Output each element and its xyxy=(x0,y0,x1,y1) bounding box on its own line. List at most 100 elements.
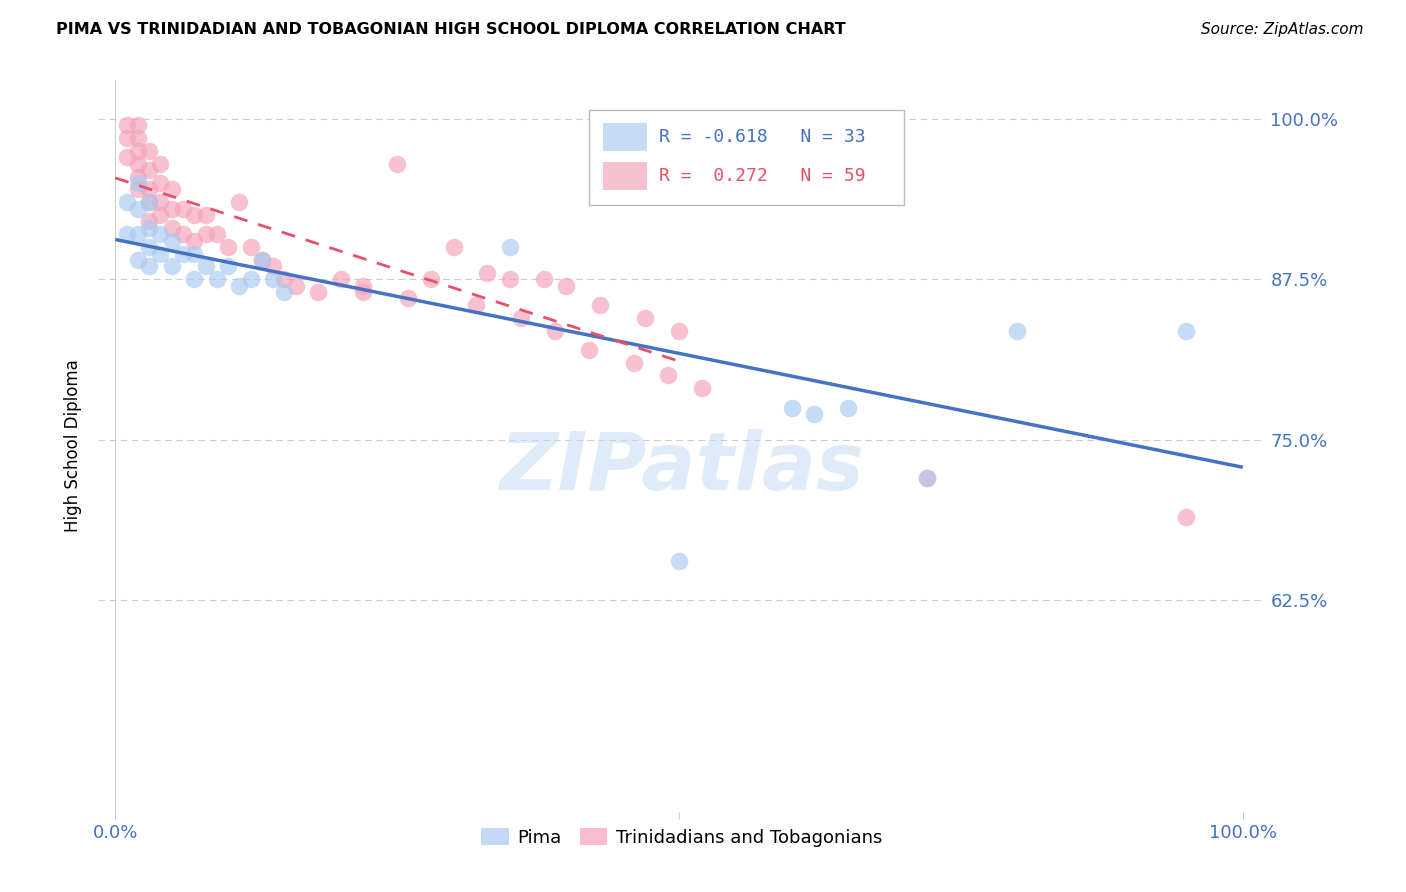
Point xyxy=(172,227,194,242)
Point xyxy=(149,176,172,190)
Point xyxy=(657,368,679,383)
Point xyxy=(387,157,409,171)
Legend: Pima, Trinidadians and Tobagonians: Pima, Trinidadians and Tobagonians xyxy=(474,822,890,854)
Point xyxy=(160,260,183,274)
Point xyxy=(239,272,262,286)
Point xyxy=(205,272,228,286)
Point xyxy=(329,272,352,286)
Text: ZIPatlas: ZIPatlas xyxy=(499,429,865,507)
Point xyxy=(127,252,149,267)
Point xyxy=(115,150,138,164)
Point xyxy=(205,227,228,242)
Point xyxy=(149,227,172,242)
Point xyxy=(149,208,172,222)
Point xyxy=(668,324,690,338)
Point xyxy=(127,176,149,190)
Point xyxy=(228,278,250,293)
Y-axis label: High School Diploma: High School Diploma xyxy=(65,359,83,533)
Text: R = -0.618   N = 33: R = -0.618 N = 33 xyxy=(658,128,865,146)
Point xyxy=(250,252,273,267)
Point xyxy=(127,202,149,216)
Point xyxy=(668,554,690,568)
Point xyxy=(477,266,499,280)
Point xyxy=(284,278,307,293)
Point xyxy=(352,285,374,299)
Point xyxy=(544,324,567,338)
Point xyxy=(160,234,183,248)
Point xyxy=(589,298,612,312)
Point xyxy=(690,381,713,395)
Point xyxy=(127,131,149,145)
Point xyxy=(127,144,149,158)
Point xyxy=(127,227,149,242)
Point xyxy=(352,278,374,293)
Point xyxy=(510,310,533,325)
Point xyxy=(160,220,183,235)
Point xyxy=(160,202,183,216)
Point xyxy=(239,240,262,254)
Point xyxy=(115,118,138,132)
Point xyxy=(115,131,138,145)
Point xyxy=(1007,324,1029,338)
Point xyxy=(533,272,555,286)
Point xyxy=(499,272,522,286)
Point xyxy=(149,195,172,210)
Point xyxy=(127,169,149,184)
Point xyxy=(138,195,160,210)
Point xyxy=(172,202,194,216)
Point xyxy=(262,260,284,274)
Text: PIMA VS TRINIDADIAN AND TOBAGONIAN HIGH SCHOOL DIPLOMA CORRELATION CHART: PIMA VS TRINIDADIAN AND TOBAGONIAN HIGH … xyxy=(56,22,846,37)
Point xyxy=(443,240,465,254)
Point xyxy=(915,471,938,485)
FancyBboxPatch shape xyxy=(589,110,904,204)
Point xyxy=(217,260,239,274)
Point xyxy=(837,401,859,415)
Point xyxy=(803,407,825,421)
Point xyxy=(555,278,578,293)
Point xyxy=(183,208,205,222)
Point xyxy=(115,227,138,242)
Point xyxy=(273,285,295,299)
Point xyxy=(194,260,217,274)
Point xyxy=(172,246,194,260)
FancyBboxPatch shape xyxy=(603,161,647,190)
Text: Source: ZipAtlas.com: Source: ZipAtlas.com xyxy=(1201,22,1364,37)
Point xyxy=(149,246,172,260)
Point xyxy=(127,182,149,196)
Point xyxy=(623,355,645,369)
Point xyxy=(138,163,160,178)
Point xyxy=(183,234,205,248)
Point xyxy=(138,214,160,228)
Point xyxy=(499,240,522,254)
Point xyxy=(915,471,938,485)
Point xyxy=(578,343,600,357)
Point xyxy=(149,157,172,171)
Point xyxy=(127,157,149,171)
Point xyxy=(160,182,183,196)
Point xyxy=(634,310,657,325)
Point xyxy=(398,292,420,306)
Point xyxy=(465,298,488,312)
Point xyxy=(217,240,239,254)
Point xyxy=(250,252,273,267)
Point xyxy=(183,246,205,260)
Point xyxy=(183,272,205,286)
Point xyxy=(1175,509,1198,524)
Point xyxy=(138,220,160,235)
Point xyxy=(262,272,284,286)
Point xyxy=(194,227,217,242)
Point xyxy=(273,272,295,286)
Point xyxy=(228,195,250,210)
Point xyxy=(194,208,217,222)
Point xyxy=(420,272,443,286)
Point xyxy=(115,195,138,210)
Point xyxy=(127,118,149,132)
Text: R =  0.272   N = 59: R = 0.272 N = 59 xyxy=(658,167,865,186)
FancyBboxPatch shape xyxy=(603,123,647,152)
Point xyxy=(138,144,160,158)
Point xyxy=(138,182,160,196)
Point xyxy=(138,240,160,254)
Point xyxy=(780,401,803,415)
Point xyxy=(138,195,160,210)
Point xyxy=(138,260,160,274)
